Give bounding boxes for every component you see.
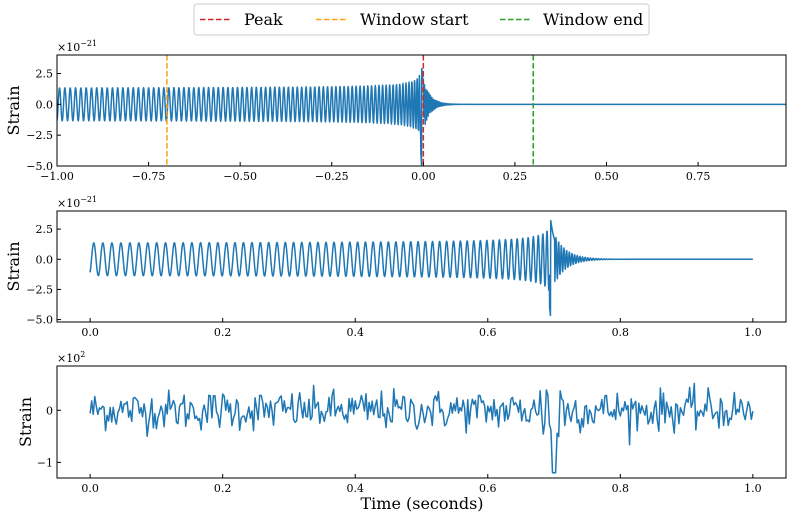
x-tick-label: 0.4 bbox=[346, 482, 364, 495]
y-offset-multiplier: ×10−21 bbox=[57, 195, 97, 210]
y-tick-label: −1 bbox=[37, 456, 53, 469]
strain-series-line bbox=[57, 67, 786, 166]
panel-whitened-strain: 0.0 0.2 0.4 0.6 0.8 1.0 −1 0 ×102 Strain bbox=[16, 350, 787, 495]
panel-windowed-strain: 0.0 0.2 0.4 0.6 0.8 1.0 −5.0 −2.5 0.0 2.5×10−21 St… bbox=[4, 195, 787, 339]
y-tick-label: 2.5 bbox=[36, 223, 54, 236]
strain-series-line bbox=[89, 382, 754, 474]
x-tick-label: 1.0 bbox=[744, 326, 762, 339]
x-tick-label: 0.25 bbox=[503, 170, 528, 183]
legend-frame bbox=[193, 3, 650, 36]
legend: Peak Window start Window end bbox=[193, 3, 650, 36]
x-tick-label: −0.50 bbox=[223, 170, 257, 183]
x-tick-label: 0.8 bbox=[612, 482, 630, 495]
x-tick-label: 0.6 bbox=[479, 482, 497, 495]
y-tick-label: 2.5 bbox=[36, 68, 54, 81]
x-tick-label: 0.2 bbox=[214, 326, 232, 339]
y-offset-multiplier: ×10−21 bbox=[57, 39, 97, 54]
y-tick-label: 0.0 bbox=[36, 253, 54, 266]
x-tick-label: 0.4 bbox=[346, 326, 364, 339]
y-tick-label: −2.5 bbox=[26, 283, 53, 296]
axes-frame bbox=[56, 210, 787, 323]
legend-window-end-label: Window end bbox=[543, 10, 643, 29]
y-tick-label: −5.0 bbox=[26, 160, 53, 173]
x-tick-label: 0.0 bbox=[81, 482, 99, 495]
x-tick-label: −0.75 bbox=[132, 170, 166, 183]
y-tick-label: 0 bbox=[46, 404, 53, 417]
y-tick-label: −2.5 bbox=[26, 129, 53, 142]
x-tick-label: 0.00 bbox=[411, 170, 436, 183]
x-tick-label: 0.6 bbox=[479, 326, 497, 339]
x-tick-label: 0.75 bbox=[686, 170, 711, 183]
axes-frame bbox=[56, 54, 787, 167]
y-axis-label: Strain bbox=[4, 86, 23, 136]
y-tick-label: −5.0 bbox=[26, 314, 53, 327]
axes-frame bbox=[56, 365, 787, 479]
x-tick-label: 0.2 bbox=[214, 482, 232, 495]
y-axis-label: Strain bbox=[16, 397, 35, 447]
panel-full-strain: −1.00 −0.75 −0.50 −0.25 0.00 0.25 0.50 0.75 −5.0… bbox=[4, 39, 787, 183]
y-offset-multiplier: ×102 bbox=[57, 350, 85, 365]
x-tick-label: −1.00 bbox=[40, 170, 74, 183]
x-tick-label: −0.25 bbox=[315, 170, 349, 183]
legend-window-start-label: Window start bbox=[360, 10, 469, 29]
legend-peak-label: Peak bbox=[244, 10, 283, 29]
strain-series-line bbox=[89, 219, 754, 317]
x-tick-label: 0.0 bbox=[81, 326, 99, 339]
x-tick-label: 1.0 bbox=[744, 482, 762, 495]
y-axis-label: Strain bbox=[4, 242, 23, 292]
x-tick-label: 0.8 bbox=[612, 326, 630, 339]
x-tick-label: 0.50 bbox=[594, 170, 619, 183]
y-tick-label: 0.0 bbox=[36, 98, 54, 111]
x-axis-label: Time (seconds) bbox=[360, 494, 483, 513]
